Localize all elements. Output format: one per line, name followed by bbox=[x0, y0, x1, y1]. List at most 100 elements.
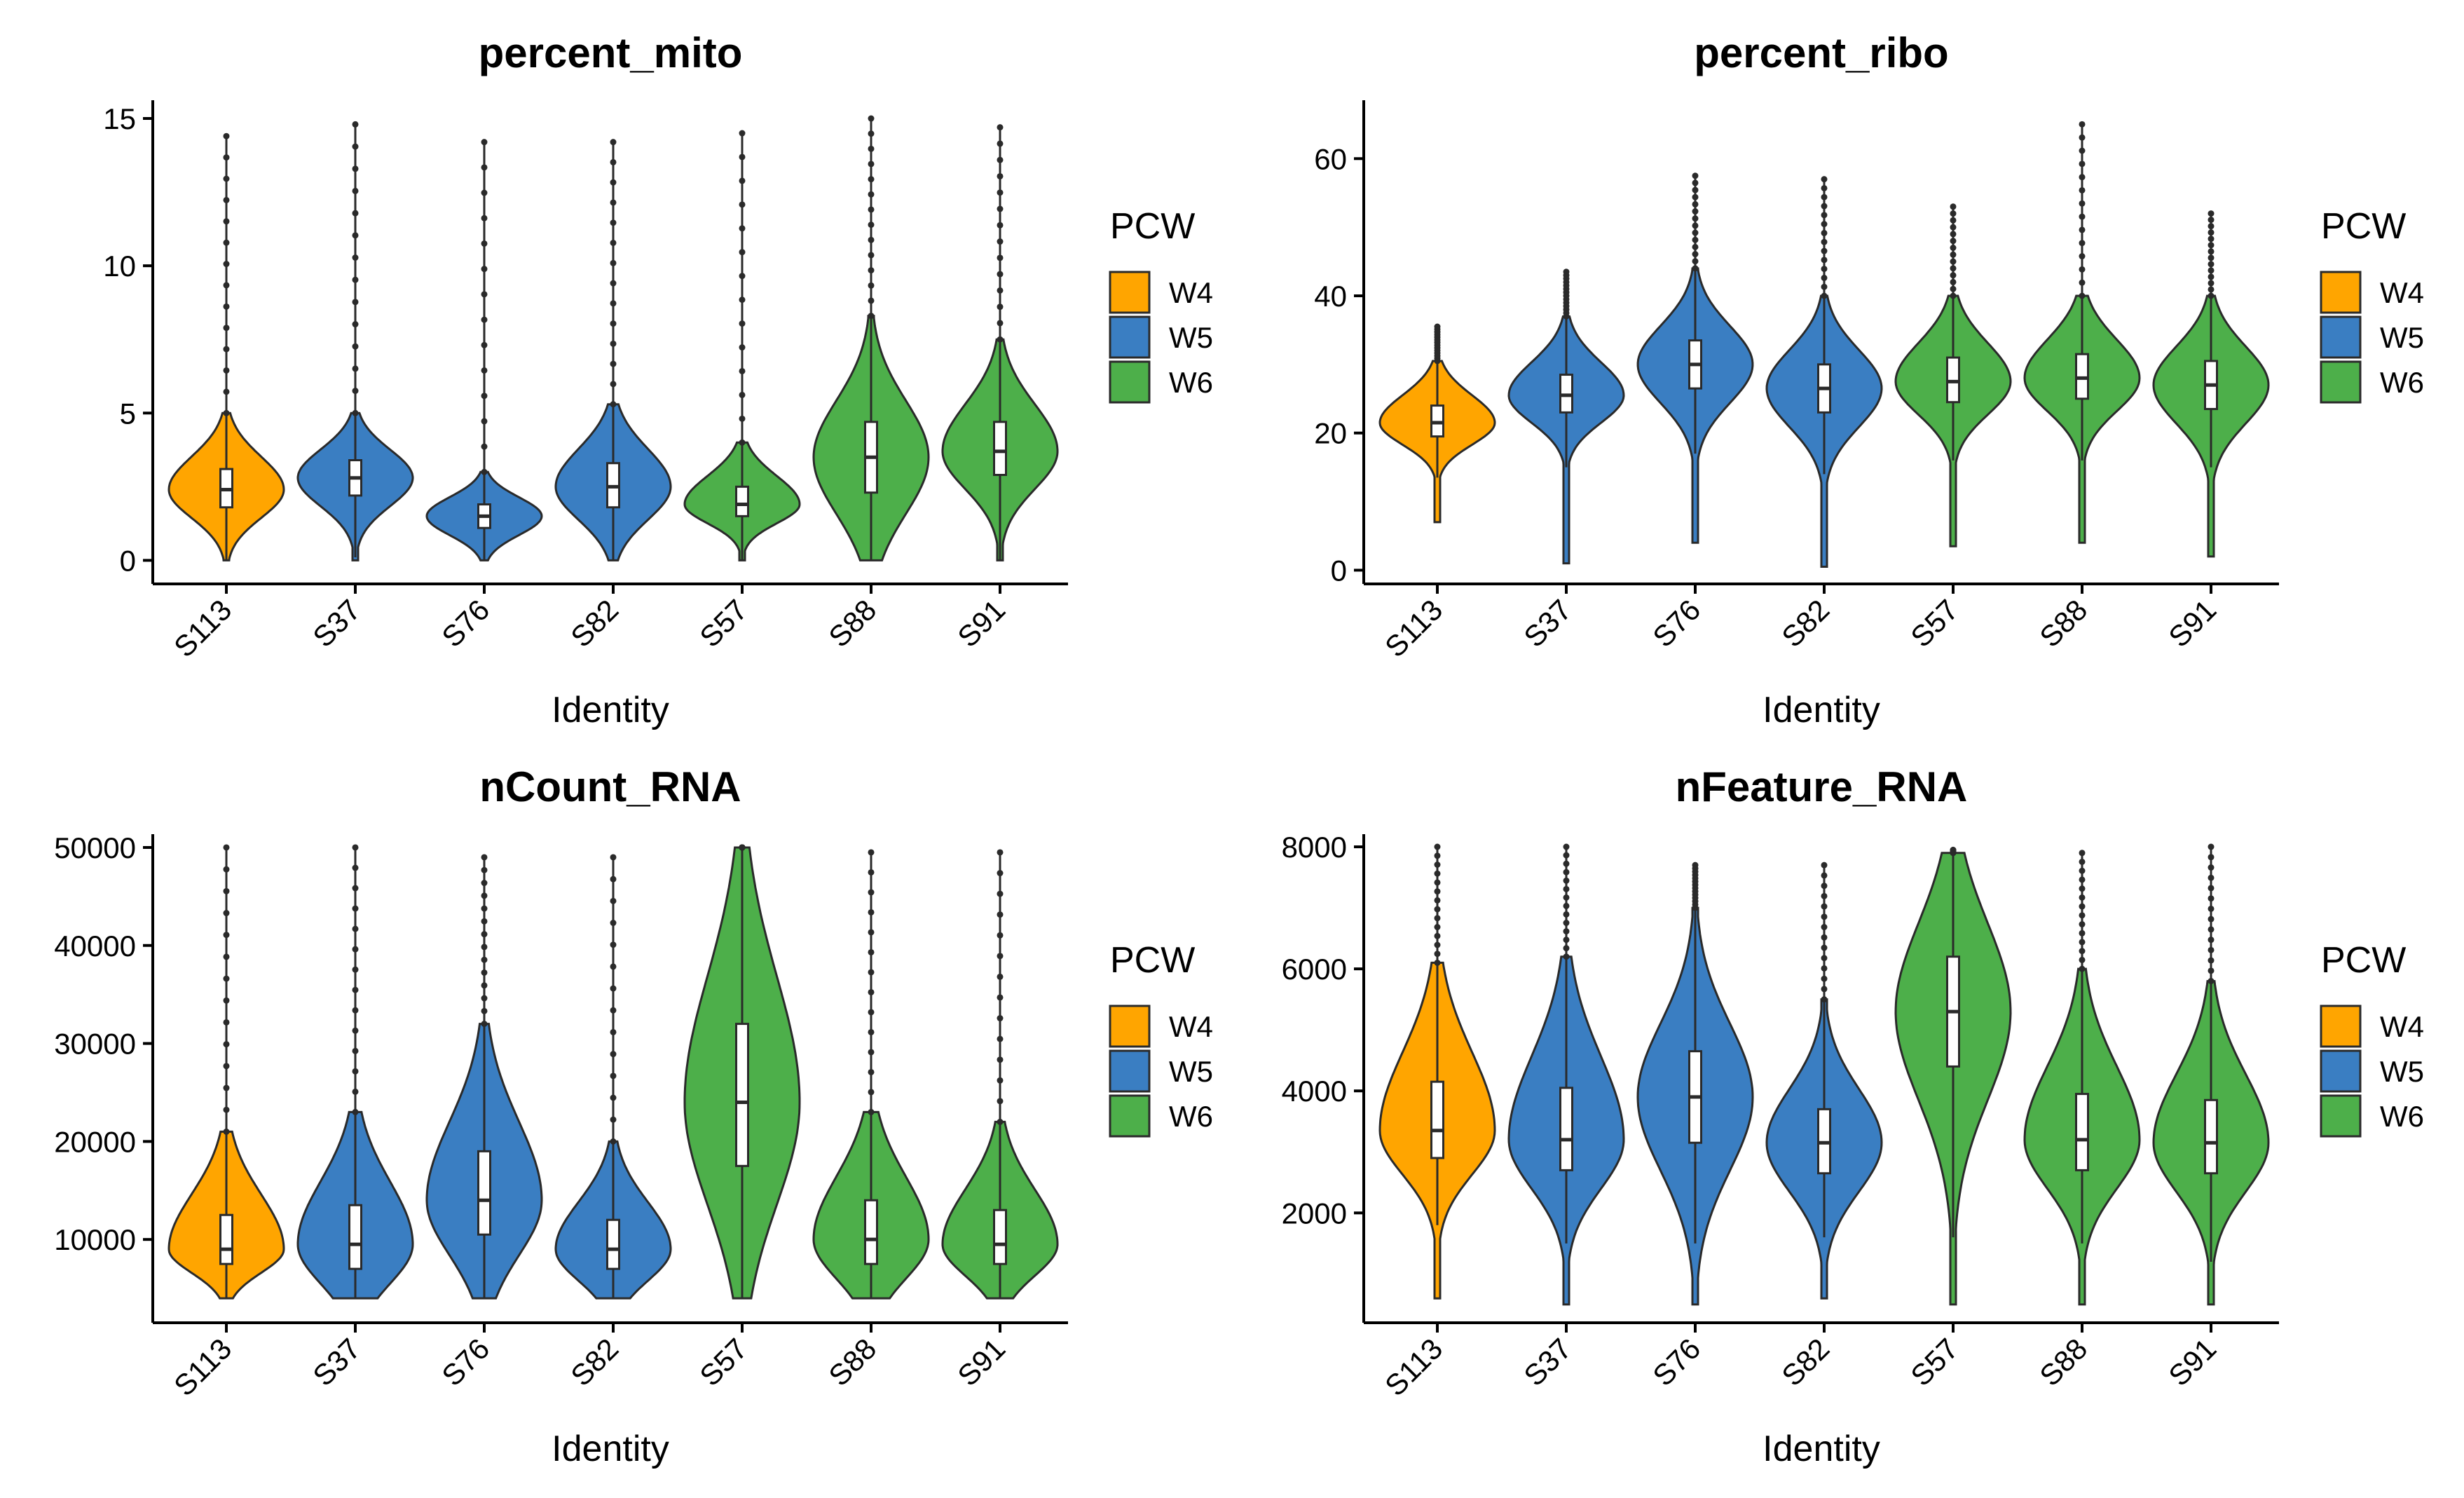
outlier-point bbox=[481, 866, 488, 873]
outlier-point bbox=[1434, 879, 1441, 886]
outlier-point bbox=[352, 1088, 359, 1095]
box bbox=[993, 421, 1007, 477]
x-tick-label: S88 bbox=[2033, 593, 2093, 653]
outlier-point bbox=[352, 321, 359, 328]
violin-s113 bbox=[167, 844, 285, 1300]
outlier-point bbox=[1821, 934, 1828, 941]
outlier-point bbox=[1821, 238, 1828, 245]
outlier-point bbox=[2079, 903, 2086, 910]
outlier-point bbox=[223, 218, 230, 225]
violin-s37 bbox=[296, 121, 414, 561]
x-axis-label: Identity bbox=[552, 690, 669, 730]
outlier-point bbox=[352, 885, 359, 892]
violin-s37 bbox=[296, 844, 414, 1300]
x-tick-label: S91 bbox=[951, 1332, 1011, 1392]
legend-title: PCW bbox=[1110, 206, 1195, 247]
x-tick-label: S37 bbox=[306, 593, 367, 653]
box bbox=[2204, 1098, 2218, 1175]
outlier-point bbox=[997, 156, 1004, 163]
outlier-point bbox=[2208, 217, 2215, 224]
legend-label: W5 bbox=[1169, 1055, 1213, 1088]
x-tick-label: S76 bbox=[435, 1332, 495, 1392]
outlier-point bbox=[1821, 913, 1828, 920]
outlier-point bbox=[1563, 885, 1570, 892]
outlier-point bbox=[1821, 247, 1828, 254]
outlier-point bbox=[2208, 229, 2215, 236]
outlier-point bbox=[610, 320, 617, 327]
y-tick-label: 15 bbox=[103, 102, 136, 135]
legend-label: W6 bbox=[2380, 366, 2424, 399]
outlier-point bbox=[868, 988, 875, 995]
legend-swatch-w5 bbox=[1109, 315, 1151, 359]
outlier-point bbox=[868, 161, 875, 168]
violin-s82 bbox=[1765, 862, 1883, 1300]
outlier-point bbox=[1821, 872, 1828, 879]
outlier-point bbox=[610, 360, 617, 367]
legend-label: W6 bbox=[1169, 1100, 1213, 1133]
outlier-point bbox=[997, 172, 1004, 179]
violin-s82 bbox=[554, 139, 672, 561]
outlier-point bbox=[223, 261, 230, 268]
outlier-point bbox=[352, 864, 359, 871]
outlier-point bbox=[2079, 912, 2086, 919]
box bbox=[606, 1218, 620, 1270]
outlier-point bbox=[1563, 894, 1570, 901]
x-tick-label: S88 bbox=[822, 593, 882, 653]
y-tick-label: 50000 bbox=[54, 831, 136, 864]
outlier-point bbox=[2079, 948, 2086, 955]
outlier-point bbox=[1692, 172, 1699, 179]
outlier-point bbox=[1692, 186, 1699, 193]
outlier-point bbox=[2079, 850, 2086, 857]
outlier-point bbox=[1434, 862, 1441, 869]
x-tick-label: S82 bbox=[1775, 593, 1835, 653]
outlier-point bbox=[2079, 867, 2086, 874]
outlier-point bbox=[739, 130, 746, 137]
outlier-point bbox=[997, 140, 1004, 147]
outlier-point bbox=[1434, 852, 1441, 859]
outlier-point bbox=[997, 189, 1004, 196]
y-tick-label: 2000 bbox=[1282, 1197, 1347, 1230]
outlier-point bbox=[481, 931, 488, 938]
legend-title: PCW bbox=[2321, 206, 2406, 247]
outlier-point bbox=[1821, 862, 1828, 869]
x-tick-label: S113 bbox=[167, 1332, 238, 1402]
x-axis-label: Identity bbox=[1763, 690, 1880, 730]
legend-swatch-w5 bbox=[2320, 315, 2362, 359]
outlier-point bbox=[610, 897, 617, 904]
outlier-point bbox=[610, 985, 617, 992]
outlier-point bbox=[868, 267, 875, 274]
violin-s91 bbox=[941, 124, 1059, 561]
legend-label: W5 bbox=[1169, 321, 1213, 354]
outlier-point bbox=[2079, 858, 2086, 865]
outlier-point bbox=[610, 963, 617, 970]
outlier-point bbox=[481, 443, 488, 450]
outlier-point bbox=[1821, 975, 1828, 982]
outlier-point bbox=[352, 365, 359, 372]
outlier-point bbox=[481, 944, 488, 951]
outlier-point bbox=[610, 340, 617, 347]
outlier-point bbox=[997, 320, 1004, 327]
violin-s82 bbox=[1765, 176, 1883, 568]
violin-s91 bbox=[2152, 210, 2270, 558]
x-tick-label: S88 bbox=[822, 1332, 882, 1392]
box bbox=[864, 1199, 878, 1265]
x-tick-label: S76 bbox=[1646, 593, 1706, 653]
box bbox=[348, 1204, 362, 1270]
outlier-point bbox=[352, 210, 359, 217]
legend: PCW W4 W5 W6 bbox=[1109, 206, 1213, 404]
outlier-point bbox=[1434, 897, 1441, 904]
legend: PCW W4 W5 W6 bbox=[2320, 940, 2424, 1138]
violin-s57 bbox=[683, 844, 801, 1300]
outlier-point bbox=[610, 199, 617, 206]
violin-s57 bbox=[1894, 203, 2012, 547]
outlier-point bbox=[1950, 224, 1957, 231]
box bbox=[735, 485, 749, 517]
outlier-point bbox=[1821, 193, 1828, 200]
y-tick-label: 30000 bbox=[54, 1028, 136, 1061]
outlier-point bbox=[1821, 176, 1828, 183]
outlier-point bbox=[2079, 266, 2086, 273]
outlier-point bbox=[610, 139, 617, 146]
outlier-point bbox=[223, 1019, 230, 1026]
violin-s76 bbox=[425, 139, 543, 561]
outlier-point bbox=[1692, 200, 1699, 207]
